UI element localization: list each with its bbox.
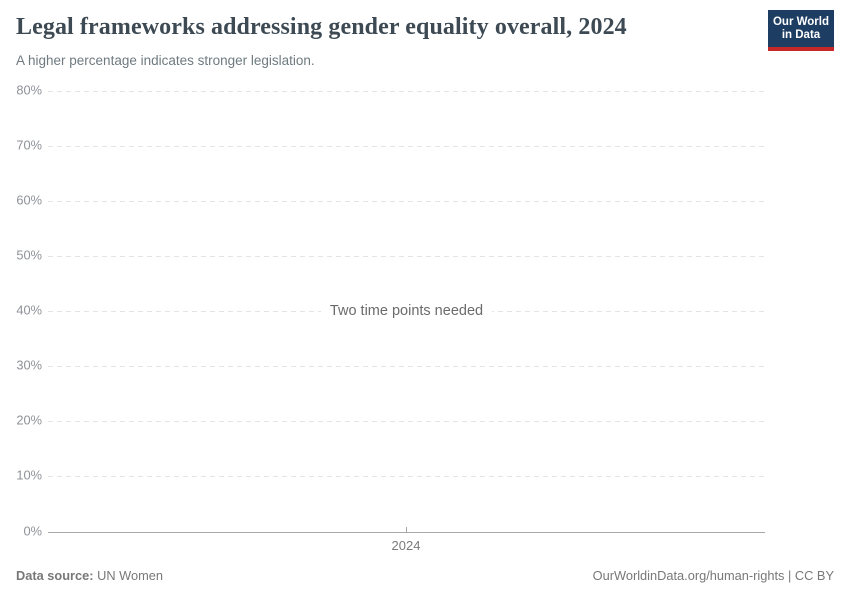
chart-subtitle: A higher percentage indicates stronger l… xyxy=(16,53,315,68)
chart-title: Legal frameworks addressing gender equal… xyxy=(16,14,627,40)
y-axis-tick-label: 70% xyxy=(16,137,42,153)
data-source-label: Data source: xyxy=(16,568,94,583)
gridline xyxy=(48,476,765,477)
y-axis-tick-label: 50% xyxy=(16,247,42,263)
gridline xyxy=(48,421,765,422)
y-axis-tick-label: 60% xyxy=(16,192,42,208)
x-axis-tick-mark xyxy=(406,527,407,532)
data-source: Data source: UN Women xyxy=(16,568,163,583)
chart-footer: Data source: UN Women OurWorldinData.org… xyxy=(16,568,834,583)
gridline xyxy=(48,201,765,202)
empty-state-message: Two time points needed xyxy=(48,301,765,321)
x-axis-line xyxy=(48,532,765,533)
y-axis-tick-label: 20% xyxy=(16,412,42,428)
y-axis-tick-label: 40% xyxy=(16,302,42,318)
owid-logo-line1: Our World xyxy=(772,16,829,28)
gridline xyxy=(48,91,765,92)
y-axis-tick-label: 0% xyxy=(23,523,43,539)
owid-logo: Our World in Data xyxy=(768,10,834,51)
y-axis-tick-label: 80% xyxy=(16,82,42,98)
y-axis-tick-label: 10% xyxy=(16,467,42,483)
x-axis-tick-label: 2024 xyxy=(391,538,421,553)
license-note: OurWorldinData.org/human-rights | CC BY xyxy=(592,568,834,583)
gridline xyxy=(48,256,765,257)
y-axis-tick-label: 30% xyxy=(16,357,42,373)
gridline xyxy=(48,366,765,367)
data-source-value: UN Women xyxy=(97,568,163,583)
gridline xyxy=(48,146,765,147)
owid-logo-line2: in Data xyxy=(781,29,821,41)
